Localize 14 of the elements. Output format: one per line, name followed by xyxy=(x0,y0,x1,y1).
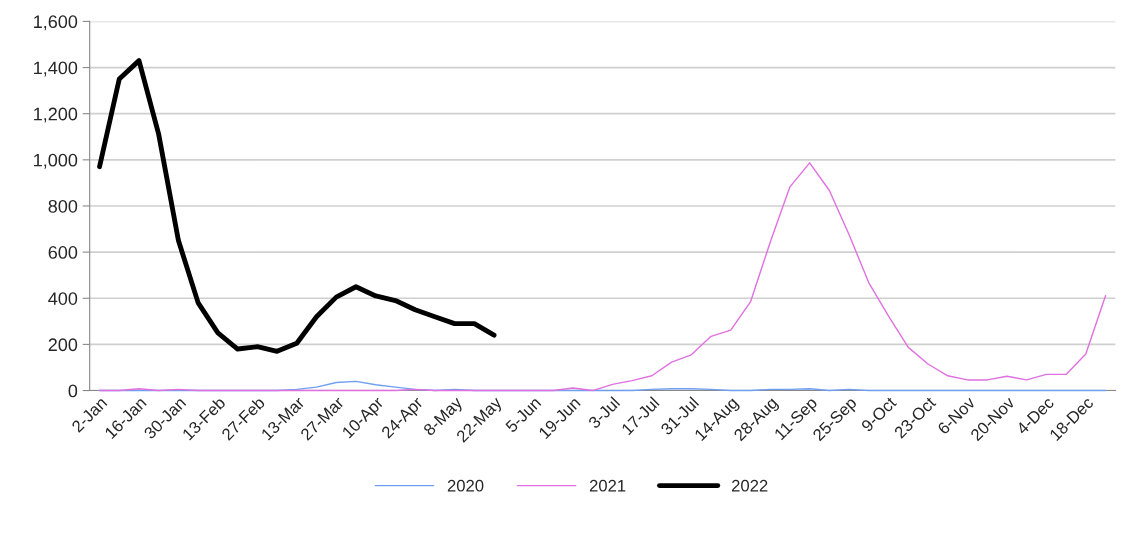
y-tick-label: 800 xyxy=(48,199,78,213)
y-tick-label: 600 xyxy=(48,246,78,259)
y-tick-label: 1,000 xyxy=(34,153,78,169)
y-tick-label: 0 xyxy=(68,384,78,398)
line-series xyxy=(98,162,1107,392)
legend-label: 2020 xyxy=(447,479,484,492)
legend-label: 2022 xyxy=(731,479,768,492)
y-tick-label: 400 xyxy=(48,292,78,305)
y-tick-label: 1,200 xyxy=(34,107,78,123)
y-tick-label: 1,600 xyxy=(34,15,78,31)
line-series xyxy=(97,58,497,354)
y-tick-label: 1,400 xyxy=(34,61,78,77)
legend-label: 2021 xyxy=(589,479,626,492)
y-tick-label: 200 xyxy=(48,338,78,352)
